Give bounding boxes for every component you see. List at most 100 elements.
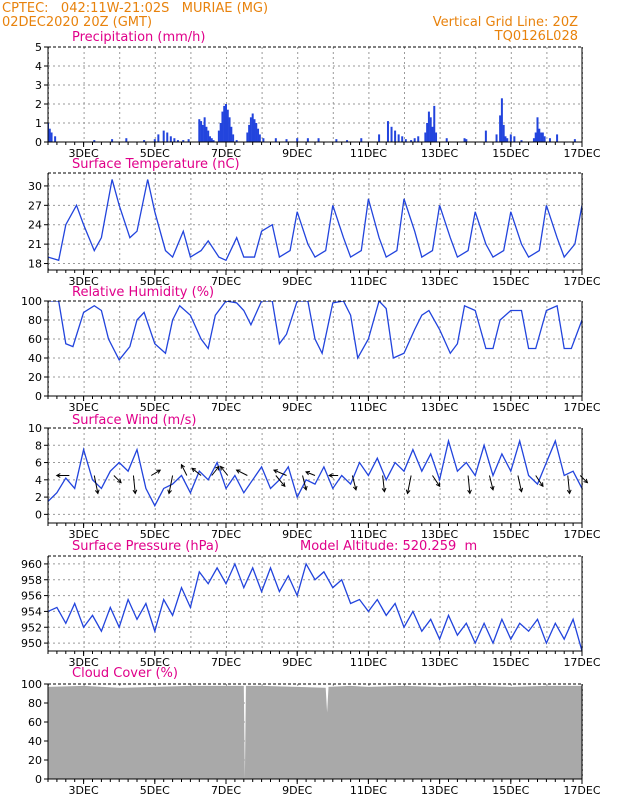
x-tick-label: 3DEC xyxy=(69,784,99,797)
precip-bar xyxy=(532,138,535,142)
precip-bar xyxy=(226,109,229,142)
wind-arrow-head xyxy=(272,469,278,474)
precip-bar xyxy=(210,138,213,142)
y-tick-label: 958 xyxy=(21,574,42,587)
x-tick-label: 9DEC xyxy=(282,401,312,414)
wind-arrow-shaft xyxy=(273,469,287,476)
precip-bar xyxy=(203,117,206,142)
wind-arrow xyxy=(235,469,248,476)
precip-bar xyxy=(435,132,438,142)
precip-bar xyxy=(390,126,393,142)
wind-arrow-head xyxy=(489,485,495,491)
wind-arrow-head xyxy=(381,487,387,493)
precip-bar xyxy=(424,132,427,142)
wind-arrow-head xyxy=(156,469,162,474)
y-tick-label: 24 xyxy=(28,219,42,232)
wind-arrow xyxy=(93,475,100,495)
precip-bar xyxy=(166,132,169,142)
precip-bar xyxy=(401,136,404,142)
precip-bar xyxy=(495,134,498,142)
wind-arrow-shaft xyxy=(113,475,122,484)
wind-arrow xyxy=(302,475,308,491)
y-tick-label: 80 xyxy=(28,314,42,327)
y-tick-label: 100 xyxy=(21,295,42,308)
wind-arrow-shaft xyxy=(432,475,441,487)
wind-arrow-head xyxy=(55,473,61,478)
x-tick-label: 15DEC xyxy=(492,147,529,160)
wind-arrow xyxy=(566,475,572,495)
precip-bar xyxy=(201,124,204,142)
y-tick-label: 0 xyxy=(35,390,42,403)
precip-bar xyxy=(257,128,260,142)
y-tick-label: 21 xyxy=(28,238,42,251)
x-tick-label: 5DEC xyxy=(140,784,170,797)
wind-arrow-head xyxy=(467,489,472,495)
x-tick-label: 15DEC xyxy=(492,656,529,669)
x-tick-label: 17DEC xyxy=(563,656,600,669)
series-precip xyxy=(48,98,576,142)
rh-title: Relative Humidity (%) xyxy=(72,285,214,300)
wind-arrow xyxy=(219,465,229,476)
wind-arrow-head xyxy=(566,489,572,495)
x-tick-label: 3DEC xyxy=(69,656,99,669)
wind-arrow-head xyxy=(94,489,100,495)
precip-bar xyxy=(50,132,53,142)
wind-arrow-shaft xyxy=(150,469,161,476)
precip-bar xyxy=(296,138,299,142)
precip-bar xyxy=(285,139,288,142)
precip-bar xyxy=(251,113,254,142)
y-tick-label: 0 xyxy=(35,508,42,521)
wind-arrow-shaft xyxy=(407,475,412,494)
wind-vectors xyxy=(55,463,589,495)
pres-line xyxy=(48,562,582,651)
precip-bar xyxy=(125,138,128,142)
date-header: 02DEC2020 20Z (GMT) xyxy=(2,15,152,30)
x-tick-label: 3DEC xyxy=(69,528,99,541)
precip-bar xyxy=(176,140,179,142)
x-tick-label: 13DEC xyxy=(421,528,458,541)
precip-bar xyxy=(463,138,466,142)
wind-arrow-shaft xyxy=(211,466,220,476)
precip-bar xyxy=(232,134,235,142)
precip-bar xyxy=(143,140,146,142)
precip-bar xyxy=(378,134,381,142)
wind-arrow-head xyxy=(518,487,524,493)
y-tick-label: 954 xyxy=(21,605,42,618)
precip-bar xyxy=(54,136,57,142)
precip-bar xyxy=(235,140,238,142)
wind-arrow xyxy=(272,469,287,476)
temp-line xyxy=(48,179,582,262)
precip-bar xyxy=(433,105,436,142)
precip-bar xyxy=(431,126,434,142)
precip-bar xyxy=(255,123,258,142)
precip-bar xyxy=(397,134,400,142)
y-tick-label: 40 xyxy=(28,735,42,748)
grid-temp xyxy=(48,173,583,270)
wind-arrow-head xyxy=(235,469,241,474)
precip-bar xyxy=(169,136,172,142)
y-tick-label: 1 xyxy=(35,117,42,130)
wind-arrow-head xyxy=(191,467,197,473)
wind-arrow-shaft xyxy=(467,475,471,494)
temp-title: Surface Temperature (nC) xyxy=(72,157,240,172)
precip-bar xyxy=(427,111,430,142)
x-tick-label: 7DEC xyxy=(211,275,241,288)
wind-arrow xyxy=(132,475,138,495)
panel-cloud: 0 20 40 60 80 100 3DEC 5DEC 7DEC 9DEC 11DEC 13DEC 15… xyxy=(21,678,601,797)
wind-arrow-shaft xyxy=(382,475,385,492)
precip-bar xyxy=(248,124,251,142)
x-tick-label: 9DEC xyxy=(282,656,312,669)
series-wind xyxy=(48,438,582,508)
wind-arrow-head xyxy=(435,482,441,488)
panel-temp: 18 21 24 27 30 3DEC 5DEC 7DEC 9DEC 11DEC 13DEC 15DE… xyxy=(28,172,601,288)
x-tick-label: 11DEC xyxy=(350,784,387,797)
precip-bar xyxy=(208,136,211,142)
precip-bar xyxy=(219,123,222,142)
y-tick-label: 4 xyxy=(35,60,42,73)
wind-arrow xyxy=(150,469,162,476)
precip-bar xyxy=(162,130,165,142)
y-tick-label: 30 xyxy=(28,180,42,193)
precip-bar xyxy=(504,136,507,142)
precip-bar xyxy=(221,111,224,142)
precip-bar xyxy=(253,119,256,142)
